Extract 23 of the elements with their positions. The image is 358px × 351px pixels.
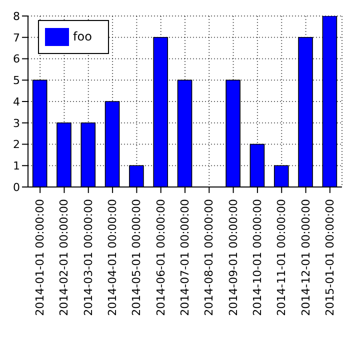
y-tick-label: 2 [13,138,20,152]
x-tick-label: 2014-06-01 00:00:00 [154,199,168,316]
y-tick-label: 3 [13,116,20,130]
x-tick-label: 2014-10-01 00:00:00 [250,199,264,316]
x-tick-label: 2015-01-01 00:00:00 [323,199,336,316]
y-tick-label: 1 [13,160,20,173]
x-tick-label: 2014-04-01 00:00:00 [106,199,120,316]
x-tick-label: 2014-12-01 00:00:00 [299,199,312,316]
x-tick-label: 2014-05-01 00:00:00 [130,199,144,316]
y-tick-label: 8 [13,10,20,23]
x-tick-label: 2014-07-01 00:00:00 [178,199,192,316]
x-tick-label: 2014-09-01 00:00:00 [226,199,240,316]
x-tick-label: 2014-01-01 00:00:00 [34,199,47,316]
x-tick-label: 2014-11-01 00:00:00 [275,199,288,316]
y-tick-label: 4 [13,95,20,108]
y-tick-label: 0 [13,180,20,194]
legend-label: foo [73,29,92,44]
y-tick-label: 6 [13,52,20,66]
y-tick-label: 7 [13,31,20,44]
x-tick-label: 2014-02-01 00:00:00 [58,199,71,316]
y-tick-label: 5 [13,74,20,88]
x-tick-label: 2014-03-01 00:00:00 [82,199,95,316]
x-tick-label: 2014-08-01 00:00:00 [202,199,216,316]
